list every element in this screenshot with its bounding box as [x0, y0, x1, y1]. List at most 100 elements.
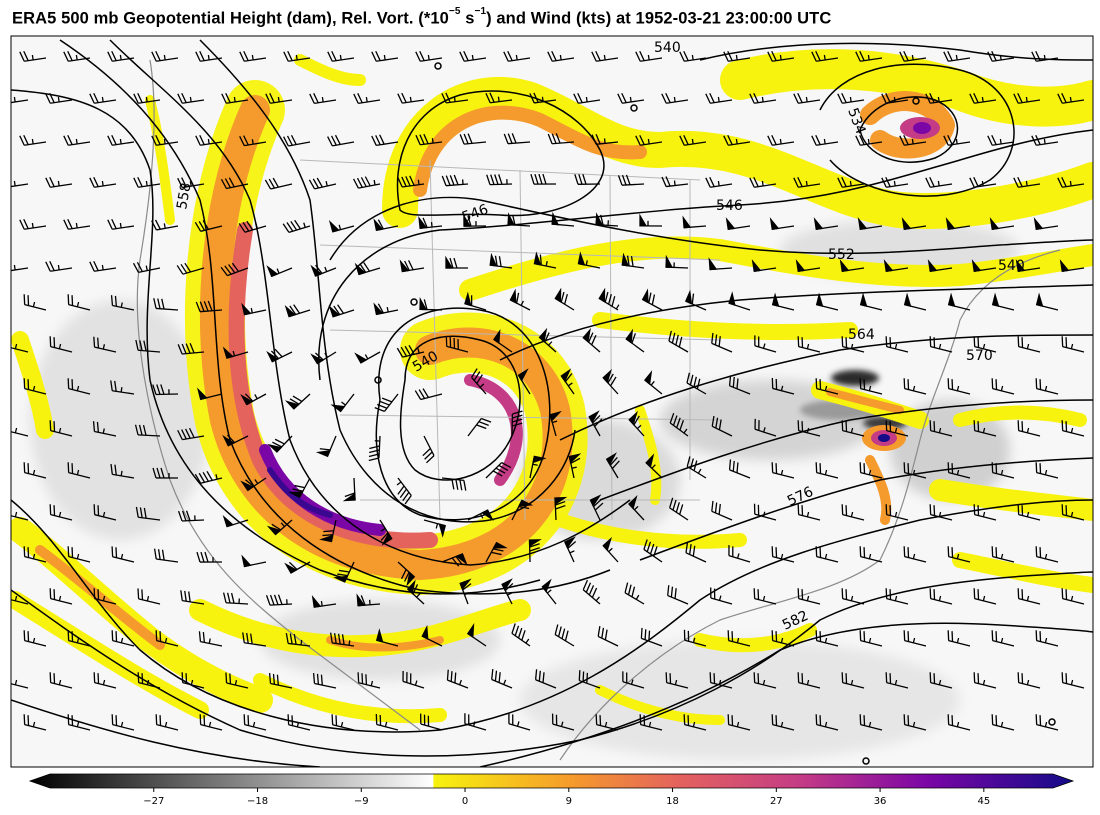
wind-barb: [929, 588, 953, 605]
wind-barb: [588, 410, 603, 437]
wind-barb: [883, 259, 909, 273]
wind-barb: [885, 336, 909, 353]
wind-barb: [423, 519, 447, 538]
wind-barb: [685, 542, 707, 563]
wind-barb: [991, 630, 1015, 647]
wind-barb: [1013, 92, 1041, 104]
wind-barb: [310, 351, 337, 365]
wind-barb: [503, 133, 531, 145]
wind-barb: [63, 50, 91, 62]
wind-barb: [728, 291, 751, 311]
wind-barb: [813, 217, 839, 231]
wind-barb: [753, 503, 777, 521]
wind-barb: [195, 50, 223, 62]
wind-barb: [727, 630, 751, 647]
wind-barb: [973, 336, 997, 353]
wind-barb: [534, 669, 557, 689]
colorbar-tick-label: −27: [143, 796, 164, 807]
colorbar-tick-label: 0: [462, 796, 468, 807]
wind-barb: [199, 714, 223, 731]
wind-barb: [221, 92, 249, 104]
wind-barb: [541, 578, 557, 605]
wind-barb: [92, 421, 117, 437]
wind-barb: [152, 384, 179, 396]
wind-barb: [903, 546, 927, 563]
wind-barb: [815, 462, 839, 479]
contour-label: 540: [654, 40, 681, 56]
wind-barb: [639, 213, 663, 227]
map-boundaries: [136, 59, 1061, 761]
wind-barb: [137, 672, 161, 689]
wind-barb: [582, 579, 601, 605]
wind-barb: [1017, 588, 1041, 605]
wind-barb: [441, 477, 467, 491]
wind-barb: [352, 176, 381, 189]
wind-barb: [554, 287, 575, 311]
wind-barb: [315, 435, 337, 458]
wind-barb: [489, 252, 513, 269]
wind-barb: [328, 220, 355, 233]
wind-barb: [373, 218, 399, 232]
wind-barb: [1061, 588, 1085, 605]
wind-barb: [665, 672, 689, 689]
wind-barb: [551, 211, 575, 227]
contour-label: 540: [998, 258, 1025, 274]
wind-barb: [987, 50, 1015, 62]
wind-barb: [815, 630, 839, 647]
wind-barb: [1035, 630, 1059, 647]
wind-barb: [180, 590, 205, 605]
wind-barb: [815, 292, 839, 311]
wind-barb: [239, 135, 267, 147]
wind-barb: [89, 260, 117, 272]
wind-barb: [927, 259, 953, 273]
wind-barb: [929, 672, 953, 689]
wind-barb: [241, 302, 267, 316]
wind-barb: [709, 672, 733, 689]
wind-barb: [67, 462, 91, 479]
wind-barb: [625, 328, 645, 353]
wind-barb: [644, 370, 663, 395]
wind-barb: [767, 50, 795, 62]
wind-barb: [797, 504, 821, 521]
wind-barb: [134, 424, 161, 437]
wind-barb: [624, 582, 645, 605]
wind-barb: [357, 672, 381, 689]
wind-barb: [708, 257, 733, 271]
wind-barb: [859, 714, 883, 731]
wind-barb: [133, 92, 161, 104]
wind-barb: [841, 588, 865, 605]
wind-barb: [859, 546, 883, 563]
wind-barb: [267, 435, 293, 453]
wind-barb: [929, 420, 953, 437]
wind-barb: [471, 368, 487, 395]
wind-barb: [622, 671, 645, 689]
wind-barb: [23, 714, 47, 731]
wind-barb: [356, 593, 381, 607]
wind-barb: [628, 410, 645, 437]
wind-barb: [857, 217, 883, 231]
wind-barb: [641, 288, 663, 311]
wind-barb: [399, 259, 425, 273]
wind-barb: [243, 714, 267, 731]
wind-barb: [110, 295, 135, 311]
wind-barb: [595, 714, 619, 731]
wind-barb: [421, 624, 443, 647]
wind-barb: [397, 561, 416, 587]
map-title: ERA5 500 mb Geopotential Height (dam), R…: [12, 6, 832, 28]
wind-barb: [568, 453, 582, 479]
wind-barb: [517, 368, 531, 395]
contour-label: 546: [716, 198, 743, 214]
wind-barb: [837, 92, 865, 104]
wind-barb: [991, 292, 1015, 311]
wind-barb: [705, 176, 733, 188]
wind-barb: [11, 427, 29, 437]
wind-barb: [925, 92, 953, 104]
wind-barb: [595, 212, 619, 227]
wind-barb: [769, 217, 795, 231]
wind-barb: [749, 92, 777, 104]
wind-barb: [222, 592, 249, 605]
wind-barb: [529, 92, 557, 104]
wind-barb: [728, 545, 751, 563]
wind-barb: [111, 546, 135, 563]
wind-barb: [669, 497, 689, 521]
